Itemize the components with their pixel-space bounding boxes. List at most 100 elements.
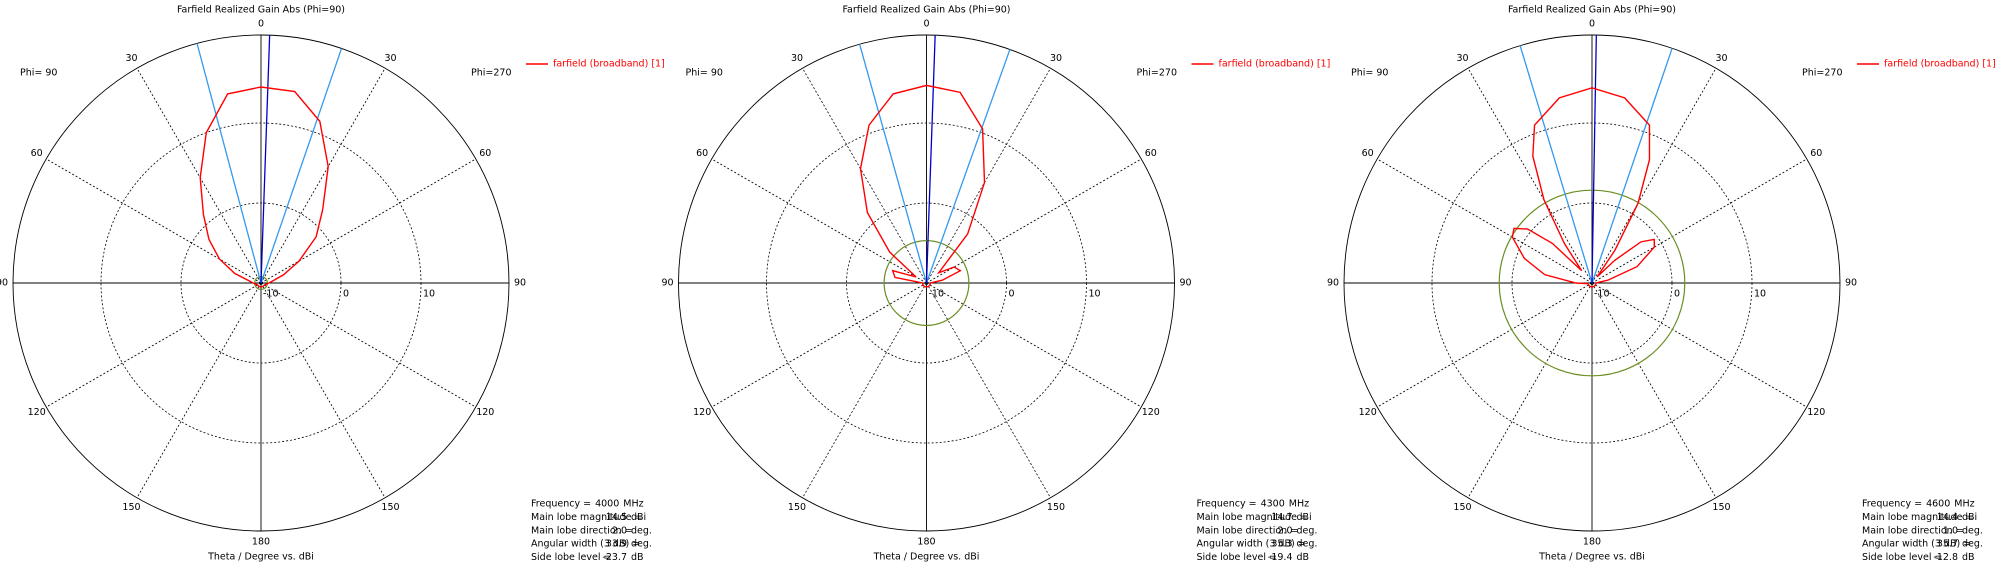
theta-tick-label: 150	[381, 502, 399, 513]
chart-title: Farfield Realized Gain Abs (Phi=90)	[177, 5, 345, 16]
info-value: 33.9	[606, 539, 627, 550]
spoke	[1467, 68, 1593, 284]
theta-tick-label: 30	[384, 53, 396, 64]
info-label: Main lobe magnitude =	[1197, 512, 1308, 523]
info-unit: deg.	[1962, 525, 1983, 536]
r-tick-label: 10	[1089, 289, 1101, 300]
spoke	[802, 68, 927, 284]
chart-title: Farfield Realized Gain Abs (Phi=90)	[842, 5, 1010, 16]
theta-tick-label: 150	[788, 502, 806, 513]
spoke	[926, 68, 1051, 284]
info-label: Angular width (3 dB) =	[1197, 539, 1306, 550]
info-value: 4300	[1261, 499, 1285, 510]
info-value: 14.5	[606, 512, 627, 523]
info-unit: MHz	[1954, 499, 1974, 510]
grid-circle	[766, 122, 1087, 444]
r-tick-label: 0	[343, 289, 349, 300]
theta-tick-label: 150	[122, 502, 140, 513]
spoke	[46, 158, 262, 284]
info-unit: MHz	[1289, 499, 1309, 510]
theta-tick-label: 90	[1845, 278, 1857, 289]
right-label: Phi=270	[471, 68, 511, 79]
info-label: Angular width (3 dB) =	[531, 539, 640, 550]
theta-tick-label: 150	[1712, 502, 1730, 513]
side-lobe-circle	[883, 240, 970, 327]
info-unit: deg.	[1297, 539, 1318, 550]
pattern-line	[859, 84, 986, 288]
chart-title: Farfield Realized Gain Abs (Phi=90)	[1508, 5, 1676, 16]
theta-tick-label: 60	[1362, 148, 1374, 159]
theta-tick-label: 60	[1810, 148, 1822, 159]
theta-tick-label: 90	[514, 278, 526, 289]
theta-tick-label: 180	[252, 537, 270, 548]
spoke	[1377, 158, 1593, 284]
legend-label: farfield (broadband) [1]	[553, 59, 665, 70]
info-label: Main lobe direction =	[1862, 525, 1964, 536]
info-unit: deg.	[631, 525, 652, 536]
info-value: 4000	[595, 499, 619, 510]
theta-tick-label: 150	[1453, 502, 1471, 513]
spoke	[1591, 282, 1807, 408]
spoke	[1591, 282, 1717, 498]
x-axis-label: Theta / Degree vs. dBi	[1538, 552, 1645, 563]
beamwidth-line	[1591, 48, 1673, 284]
left-label: Phi= 90	[20, 68, 57, 79]
info-value: 35.3	[1271, 539, 1292, 550]
info-label: Main lobe magnitude =	[531, 512, 642, 523]
r-tick-label: 0	[1674, 289, 1680, 300]
info-label: Main lobe direction =	[1197, 525, 1299, 536]
left-label: Phi= 90	[1351, 68, 1388, 79]
theta-tick-label: 30	[791, 53, 803, 64]
info-value: 2.0	[1277, 525, 1292, 536]
info-unit: dBi	[1297, 512, 1312, 523]
main-lobe-line	[925, 35, 936, 284]
theta-tick-label: 30	[1715, 53, 1727, 64]
theta-tick-label: 60	[1145, 148, 1157, 159]
spoke	[1467, 282, 1593, 498]
info-unit: dB	[631, 552, 644, 563]
info-label: Frequency =	[1197, 499, 1257, 510]
info-unit: deg.	[1297, 525, 1318, 536]
theta-tick-label: 120	[1359, 407, 1377, 418]
info-unit: dB	[1297, 552, 1310, 563]
spoke	[260, 68, 386, 284]
r-tick-label: -10	[263, 289, 279, 300]
pattern-line	[199, 86, 329, 288]
theta-tick-label: 90	[1327, 278, 1339, 289]
legend-label: farfield (broadband) [1]	[1219, 59, 1331, 70]
info-value: 14.4	[1937, 512, 1958, 523]
info-label: Frequency =	[531, 499, 591, 510]
main-lobe-line	[260, 35, 271, 284]
r-tick-label: 0	[1009, 289, 1015, 300]
info-value: 4600	[1926, 499, 1950, 510]
theta-tick-label: 0	[258, 19, 264, 30]
beamwidth-line	[1519, 45, 1593, 284]
info-label: Main lobe direction =	[531, 525, 633, 536]
spoke	[260, 158, 476, 284]
left-label: Phi= 90	[686, 68, 723, 79]
r-tick-label: -10	[1594, 289, 1610, 300]
grid-circle	[180, 202, 342, 364]
spoke	[260, 282, 476, 408]
spoke	[136, 282, 262, 498]
beamwidth-line	[260, 48, 343, 284]
theta-tick-label: 150	[1047, 502, 1065, 513]
info-label: Side lobe level =	[1197, 552, 1277, 563]
info-value: 1.0	[1943, 525, 1958, 536]
spoke	[926, 282, 1051, 498]
r-tick-label: 10	[423, 289, 435, 300]
info-value: -23.7	[602, 552, 627, 563]
beamwidth-line	[196, 43, 262, 284]
info-value: -12.8	[1933, 552, 1958, 563]
theta-tick-label: 30	[1456, 53, 1468, 64]
polar-chart: Farfield Realized Gain Abs (Phi=90) Theta…	[661, 5, 1330, 564]
info-unit: deg.	[631, 539, 652, 550]
grid-circle	[1511, 202, 1673, 364]
info-unit: deg.	[1962, 539, 1983, 550]
polar-chart: Farfield Realized Gain Abs (Phi=90) Theta…	[1327, 5, 1996, 564]
info-unit: MHz	[623, 499, 643, 510]
x-axis-label: Theta / Degree vs. dBi	[873, 552, 980, 563]
beamwidth-line	[925, 49, 1011, 284]
legend-label: farfield (broadband) [1]	[1884, 59, 1996, 70]
